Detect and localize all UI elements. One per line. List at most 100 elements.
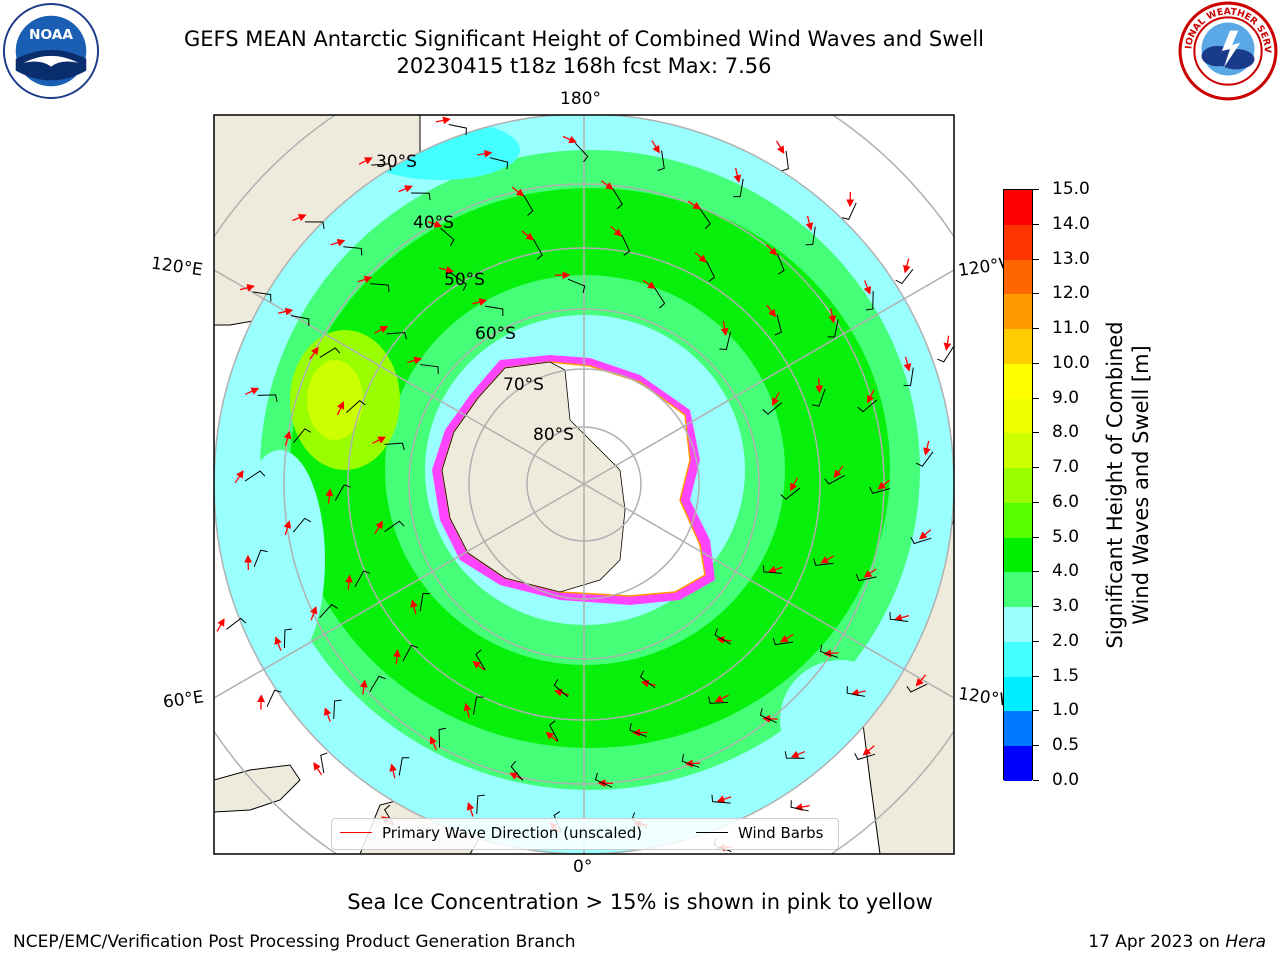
wind-barb [304, 221, 325, 229]
wave-arrow [780, 633, 794, 643]
wind-barb [549, 720, 559, 742]
wind-barb [257, 394, 278, 402]
wind-barb [776, 253, 785, 275]
colorbar-swatch [1004, 294, 1032, 329]
wind-barb [319, 347, 341, 358]
credit-date: 17 Apr 2023 on Hera [1088, 932, 1266, 952]
wave-arrow [894, 613, 910, 622]
wave-arrow [410, 599, 418, 615]
wind-barb [915, 451, 934, 467]
credit-host: Hera [1225, 932, 1266, 952]
wind-barb [612, 188, 623, 210]
wind-barb [846, 686, 866, 697]
wave-arrow [283, 430, 292, 446]
wave-arrow [325, 488, 334, 504]
wind-barb [292, 517, 312, 533]
colorbar-tick-label: 4.0 [1052, 561, 1080, 582]
lon-label-0: 0° [573, 857, 593, 877]
wind-barb [533, 239, 543, 260]
wind-barb [708, 696, 729, 704]
noaa-logo: NOAA [2, 2, 100, 100]
colorbar-swatch [1004, 259, 1032, 295]
wind-barb [762, 402, 783, 415]
wave-arrow [863, 568, 877, 578]
lat-label-30s: 30°S [376, 152, 417, 172]
wave-arrow [694, 252, 707, 263]
wave-direction-arrows [216, 116, 954, 852]
chart-subtitle: 20230415 t18z 168h fcst Max: 7.56 [396, 54, 772, 78]
colorbar-swatch [1004, 398, 1032, 434]
wave-arrow [815, 378, 823, 394]
nws-logo: NATIONAL WEATHER SERVICE [1177, 0, 1278, 101]
wave-arrow [828, 308, 837, 324]
wave-arrow [472, 660, 486, 671]
wave-arrow [358, 157, 373, 165]
lat-label-50s: 50°S [444, 270, 485, 290]
lat-label-80s: 80°S [533, 425, 574, 445]
colorbar-tick-label: 14.0 [1052, 213, 1090, 234]
wind-barb [451, 273, 467, 291]
colorbar-tick-label: 0.5 [1052, 735, 1080, 756]
wind-barb [903, 367, 914, 387]
colorbar-swatch [1004, 607, 1032, 642]
colorbar-tick-label: 11.0 [1052, 318, 1090, 339]
wave-arrow [330, 238, 346, 247]
wind-barb [759, 708, 777, 724]
wind-barb [657, 150, 665, 171]
wind-barb [384, 442, 405, 451]
wind-barb [733, 178, 744, 198]
wind-barb [371, 163, 392, 171]
wind-barb [774, 314, 782, 336]
wave-arrow [323, 707, 332, 722]
colorbar-tick-mark [1033, 571, 1039, 573]
wind-barb [594, 772, 613, 788]
lat-label-70s: 70°S [503, 375, 544, 395]
wind-barb [475, 649, 486, 671]
colorbar-tick-mark [1033, 710, 1039, 712]
credit-branch: NCEP/EMC/Verification Post Processing Pr… [13, 932, 576, 952]
colorbar-tick-label: 15.0 [1052, 179, 1090, 199]
wave-arrow [374, 520, 383, 534]
colorbar-tick-label: 13.0 [1052, 248, 1090, 269]
wind-barb [419, 593, 430, 612]
credit-date-text: 17 Apr 2023 on [1088, 932, 1226, 952]
wind-barb [805, 226, 816, 246]
colorbar-tick-mark [1033, 293, 1039, 295]
wind-barb [824, 475, 845, 485]
colorbar-swatch [1004, 746, 1032, 781]
colorbar-tick-label: 2.0 [1052, 630, 1080, 651]
wave-arrow [398, 185, 413, 193]
legend-barbs-label: Wind Barbs [738, 824, 824, 842]
wave-arrow [511, 186, 525, 197]
wind-barb [574, 142, 589, 163]
colorbar-tick-label: 7.0 [1052, 457, 1080, 478]
wind-barb [438, 727, 447, 748]
colorbar-tick-mark [1033, 328, 1039, 330]
wind-barb [472, 696, 484, 715]
wave-arrow [733, 167, 742, 183]
colorbar-tick-label: 12.0 [1052, 283, 1090, 304]
wave-arrow [903, 356, 912, 372]
wind-barb [402, 644, 419, 662]
wave-arrow [345, 574, 353, 590]
wind-barb [346, 399, 366, 414]
wind-barb [772, 637, 794, 646]
wave-arrow [794, 803, 810, 811]
map-frame [213, 114, 955, 855]
colorbar-tick-label: 5.0 [1052, 526, 1080, 547]
wind-barb [910, 537, 932, 545]
wave-arrow [309, 346, 319, 360]
wind-barb [790, 800, 809, 812]
colorbar-tick-mark [1033, 258, 1039, 260]
legend-primary-label: Primary Wave Direction (unscaled) [382, 824, 643, 842]
wave-arrow [716, 795, 732, 803]
wave-arrow [283, 520, 292, 536]
wind-barb [906, 683, 928, 693]
wave-arrow [357, 275, 373, 284]
colorbar-label-line2: Wind Waves and Swell [m] [1129, 345, 1153, 625]
legend-primary-swatch [340, 832, 372, 833]
wave-arrow [862, 745, 875, 756]
wind-barb [420, 364, 439, 374]
wind-barb [448, 124, 467, 136]
